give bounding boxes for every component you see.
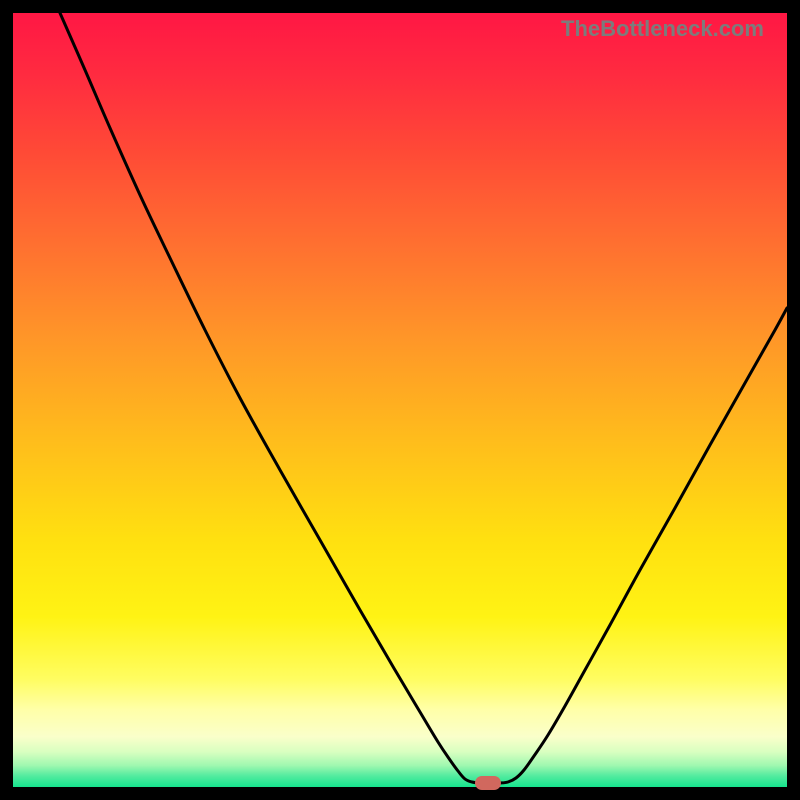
- optimal-marker: [475, 776, 501, 790]
- gradient-plot-area: [13, 13, 787, 787]
- watermark-text: TheBottleneck.com: [561, 16, 764, 42]
- chart-background: [0, 0, 800, 800]
- chart-container: TheBottleneck.com: [0, 0, 800, 800]
